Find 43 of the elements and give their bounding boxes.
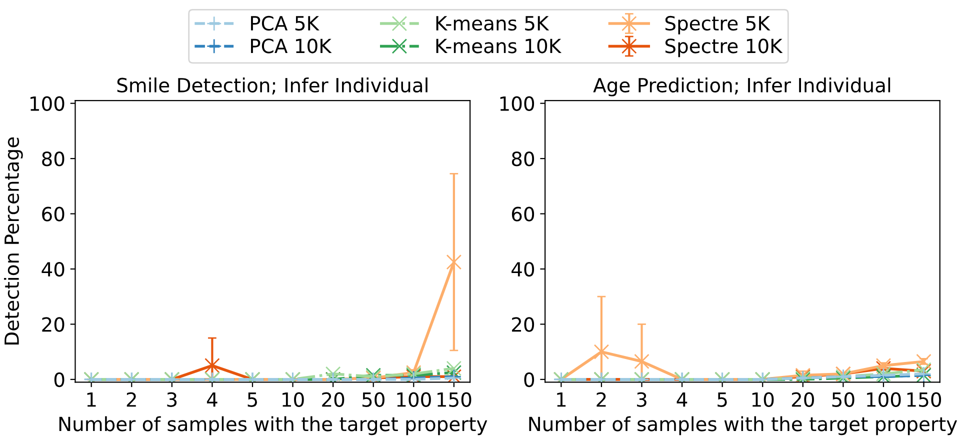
x-tick-label: 4 — [676, 392, 688, 407]
y-tick-label: 80 — [512, 152, 534, 166]
legend-label: PCA 10K — [251, 38, 332, 54]
x-tick-label: 100 — [397, 392, 431, 407]
x-tick-label: 1 — [87, 392, 96, 407]
x-tick-label: 150 — [438, 392, 472, 407]
legend-label: PCA 5K — [251, 16, 320, 31]
x-tick-label: 150 — [907, 392, 942, 407]
x-tick-label: 2 — [126, 392, 136, 407]
x-tick-label: 20 — [792, 392, 814, 407]
y-tick-label: 0 — [54, 372, 64, 388]
x-tick-label: 3 — [167, 392, 177, 407]
y-tick-label: 100 — [30, 96, 64, 111]
legend-label: K-means 10K — [436, 38, 562, 54]
x-tick-label: 100 — [867, 392, 901, 407]
x-tick-label: 50 — [832, 392, 854, 407]
x-tick-label: 5 — [248, 392, 257, 407]
x-tick-label: 20 — [322, 392, 344, 407]
y-tick-label: 20 — [42, 317, 64, 332]
x-tick-label: 5 — [718, 392, 727, 407]
legend-label: K-means 5K — [436, 16, 550, 31]
x-tick-label: 10 — [752, 392, 774, 407]
y-tick-label: 40 — [42, 262, 64, 277]
y-tick-label: 40 — [512, 262, 534, 277]
y-tick-label: 100 — [500, 96, 534, 111]
x-tick-label: 50 — [362, 392, 384, 407]
x-tick-label: 10 — [282, 392, 304, 407]
x-tick-label: 3 — [637, 392, 646, 407]
legend-label: Spectre 5K — [665, 16, 770, 34]
chart-title: Age Prediction; Infer Individual — [593, 77, 890, 96]
y-tick-label: 20 — [512, 317, 534, 332]
x-tick-label: 4 — [206, 392, 218, 407]
y-tick-label: 60 — [512, 206, 534, 222]
x-tick-label: 1 — [557, 392, 566, 407]
y-tick-label: 60 — [42, 206, 64, 222]
x-axis-title: Number of samples with the target property — [59, 416, 488, 436]
legend-label: Spectre 10K — [665, 38, 783, 58]
y-axis-title: Detection Percentage — [4, 137, 23, 344]
x-axis-title: Number of samples with the target property — [529, 416, 958, 436]
y-tick-label: 0 — [524, 372, 534, 388]
y-tick-label: 80 — [42, 152, 64, 166]
chart-title: Smile Detection; Infer Individual — [117, 77, 428, 94]
x-tick-label: 2 — [596, 392, 606, 407]
